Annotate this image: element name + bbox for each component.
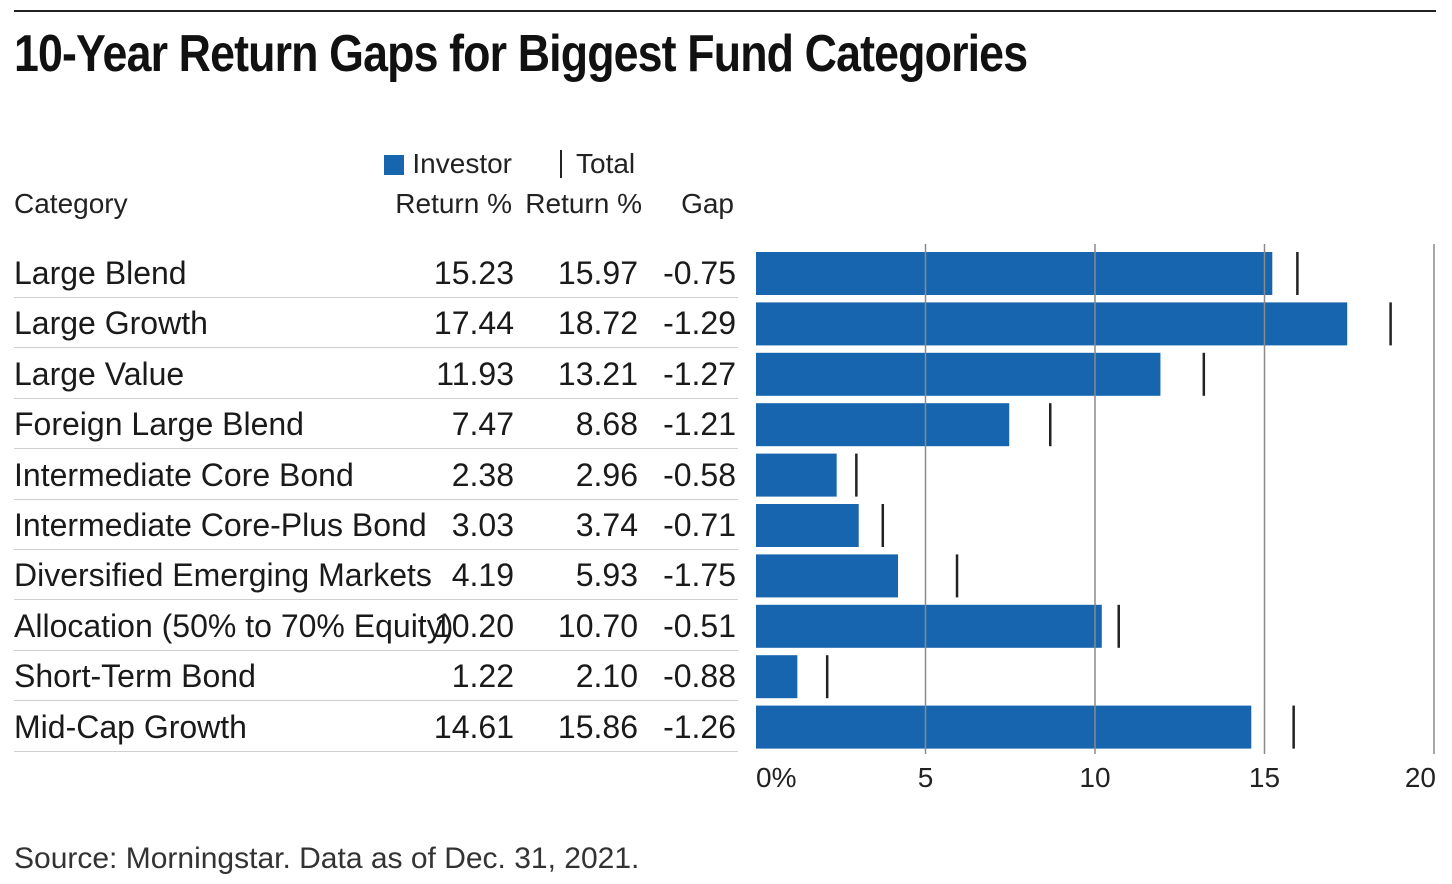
table-row: Intermediate Core Bond 2.38 2.96 -0.58 <box>14 450 738 500</box>
gap-value: -1.29 <box>663 305 736 342</box>
total-return-value: 13.21 <box>557 355 638 392</box>
row-separator <box>14 700 738 702</box>
legend-total-label: Total <box>576 148 636 179</box>
row-separator <box>14 448 738 450</box>
category-label: Intermediate Core-Plus Bond <box>14 507 427 543</box>
category-label: Foreign Large Blend <box>14 406 304 443</box>
investor-return-bar <box>756 252 1273 295</box>
gap-value: -0.88 <box>663 658 736 695</box>
investor-return-value: 17.44 <box>433 305 514 342</box>
row-separator <box>14 599 738 601</box>
investor-return-bar <box>756 302 1348 346</box>
category-label: Short-Term Bond <box>14 658 256 695</box>
gap-value: -0.58 <box>663 456 736 493</box>
x-tick-label: 15 <box>1249 762 1280 793</box>
legend-tick-marker <box>560 150 562 178</box>
total-return-value: 15.97 <box>557 255 638 291</box>
table-row: Allocation (50% to 70% Equity) 10.20 10.70… <box>14 601 738 651</box>
header-total-line2: Return % <box>525 188 642 219</box>
gap-value: -0.75 <box>663 255 736 291</box>
table-row: Large Blend 15.23 15.97 -0.75 <box>14 248 738 298</box>
investor-return-bar <box>756 705 1252 749</box>
row-separator <box>14 347 738 349</box>
row-separator <box>14 498 738 500</box>
gap-value: -0.51 <box>663 607 736 644</box>
investor-return-value: 3.03 <box>451 507 514 543</box>
investor-return-bar <box>756 554 899 598</box>
legend-bar-swatch <box>384 155 405 175</box>
investor-return-value: 10.20 <box>433 607 514 644</box>
chart-title: 10-Year Return Gaps for Biggest Fund Cat… <box>14 25 1028 83</box>
category-label: Diversified Emerging Markets <box>14 557 432 594</box>
row-separator <box>14 649 738 651</box>
investor-return-value: 1.22 <box>451 658 514 695</box>
gap-value: -0.71 <box>663 507 736 543</box>
category-label: Large Growth <box>14 305 208 342</box>
total-return-value: 2.96 <box>575 456 638 493</box>
category-label: Mid-Cap Growth <box>14 708 247 745</box>
x-tick-label: 5 <box>918 762 934 793</box>
gap-value: -1.27 <box>663 355 736 392</box>
investor-return-value: 15.23 <box>433 255 514 291</box>
table-row: Foreign Large Blend 7.47 8.68 -1.21 <box>14 399 738 450</box>
investor-return-value: 14.61 <box>433 708 514 745</box>
total-return-value: 8.68 <box>575 406 638 443</box>
table-row: Intermediate Core-Plus Bond 3.03 3.74 -0.71 <box>14 500 738 550</box>
table-row: Mid-Cap Growth 14.61 15.86 -1.26 <box>14 702 738 752</box>
investor-return-value: 11.93 <box>436 355 514 392</box>
category-label: Large Blend <box>14 255 187 291</box>
investor-return-bar <box>756 403 1010 447</box>
total-return-value: 5.93 <box>575 557 638 594</box>
gap-value: -1.75 <box>663 557 736 594</box>
top-rule <box>14 10 1436 12</box>
source-note: Source: Morningstar. Data as of Dec. 31,… <box>14 842 640 875</box>
gap-value: -1.21 <box>663 406 736 443</box>
table-row: Large Growth 17.44 18.72 -1.29 <box>14 298 738 349</box>
total-return-value: 10.70 <box>557 607 638 644</box>
total-return-value: 15.86 <box>557 708 638 745</box>
category-label: Allocation (50% to 70% Equity) <box>14 607 454 644</box>
total-return-value: 18.72 <box>557 305 638 342</box>
table-row: Large Value 11.93 13.21 -1.27 <box>14 349 738 399</box>
x-tick-label: 10 <box>1079 762 1110 793</box>
header-category: Category <box>14 188 128 219</box>
total-return-value: 3.74 <box>575 507 638 543</box>
investor-return-bar <box>756 504 859 547</box>
legend-investor-label: Investor <box>412 148 512 179</box>
x-tick-label: 0% <box>756 762 796 793</box>
investor-return-bar <box>756 352 1161 396</box>
total-return-value: 2.10 <box>575 658 638 695</box>
table-row: Short-Term Bond 1.22 2.10 -0.88 <box>14 651 738 702</box>
row-separator <box>14 297 738 298</box>
category-label: Large Value <box>14 355 185 392</box>
row-separator <box>14 549 738 550</box>
investor-return-value: 4.19 <box>451 557 514 594</box>
header-total-line1: Total <box>560 148 635 180</box>
row-separator <box>14 397 738 399</box>
investor-return-value: 2.38 <box>451 456 514 493</box>
investor-return-value: 7.47 <box>451 406 514 443</box>
x-tick-label: 20 <box>1405 762 1436 793</box>
investor-return-bar <box>756 604 1102 648</box>
category-label: Intermediate Core Bond <box>14 456 354 493</box>
table-row: Diversified Emerging Markets 4.19 5.93 -1.7… <box>14 550 738 601</box>
row-separator <box>14 750 738 752</box>
gap-value: -1.26 <box>663 708 736 745</box>
header-investor-line2: Return % <box>395 188 512 219</box>
header-gap: Gap <box>681 188 734 219</box>
investor-return-bar <box>756 453 837 497</box>
investor-return-bar <box>756 655 798 699</box>
header-investor-line1: Investor <box>382 148 512 180</box>
